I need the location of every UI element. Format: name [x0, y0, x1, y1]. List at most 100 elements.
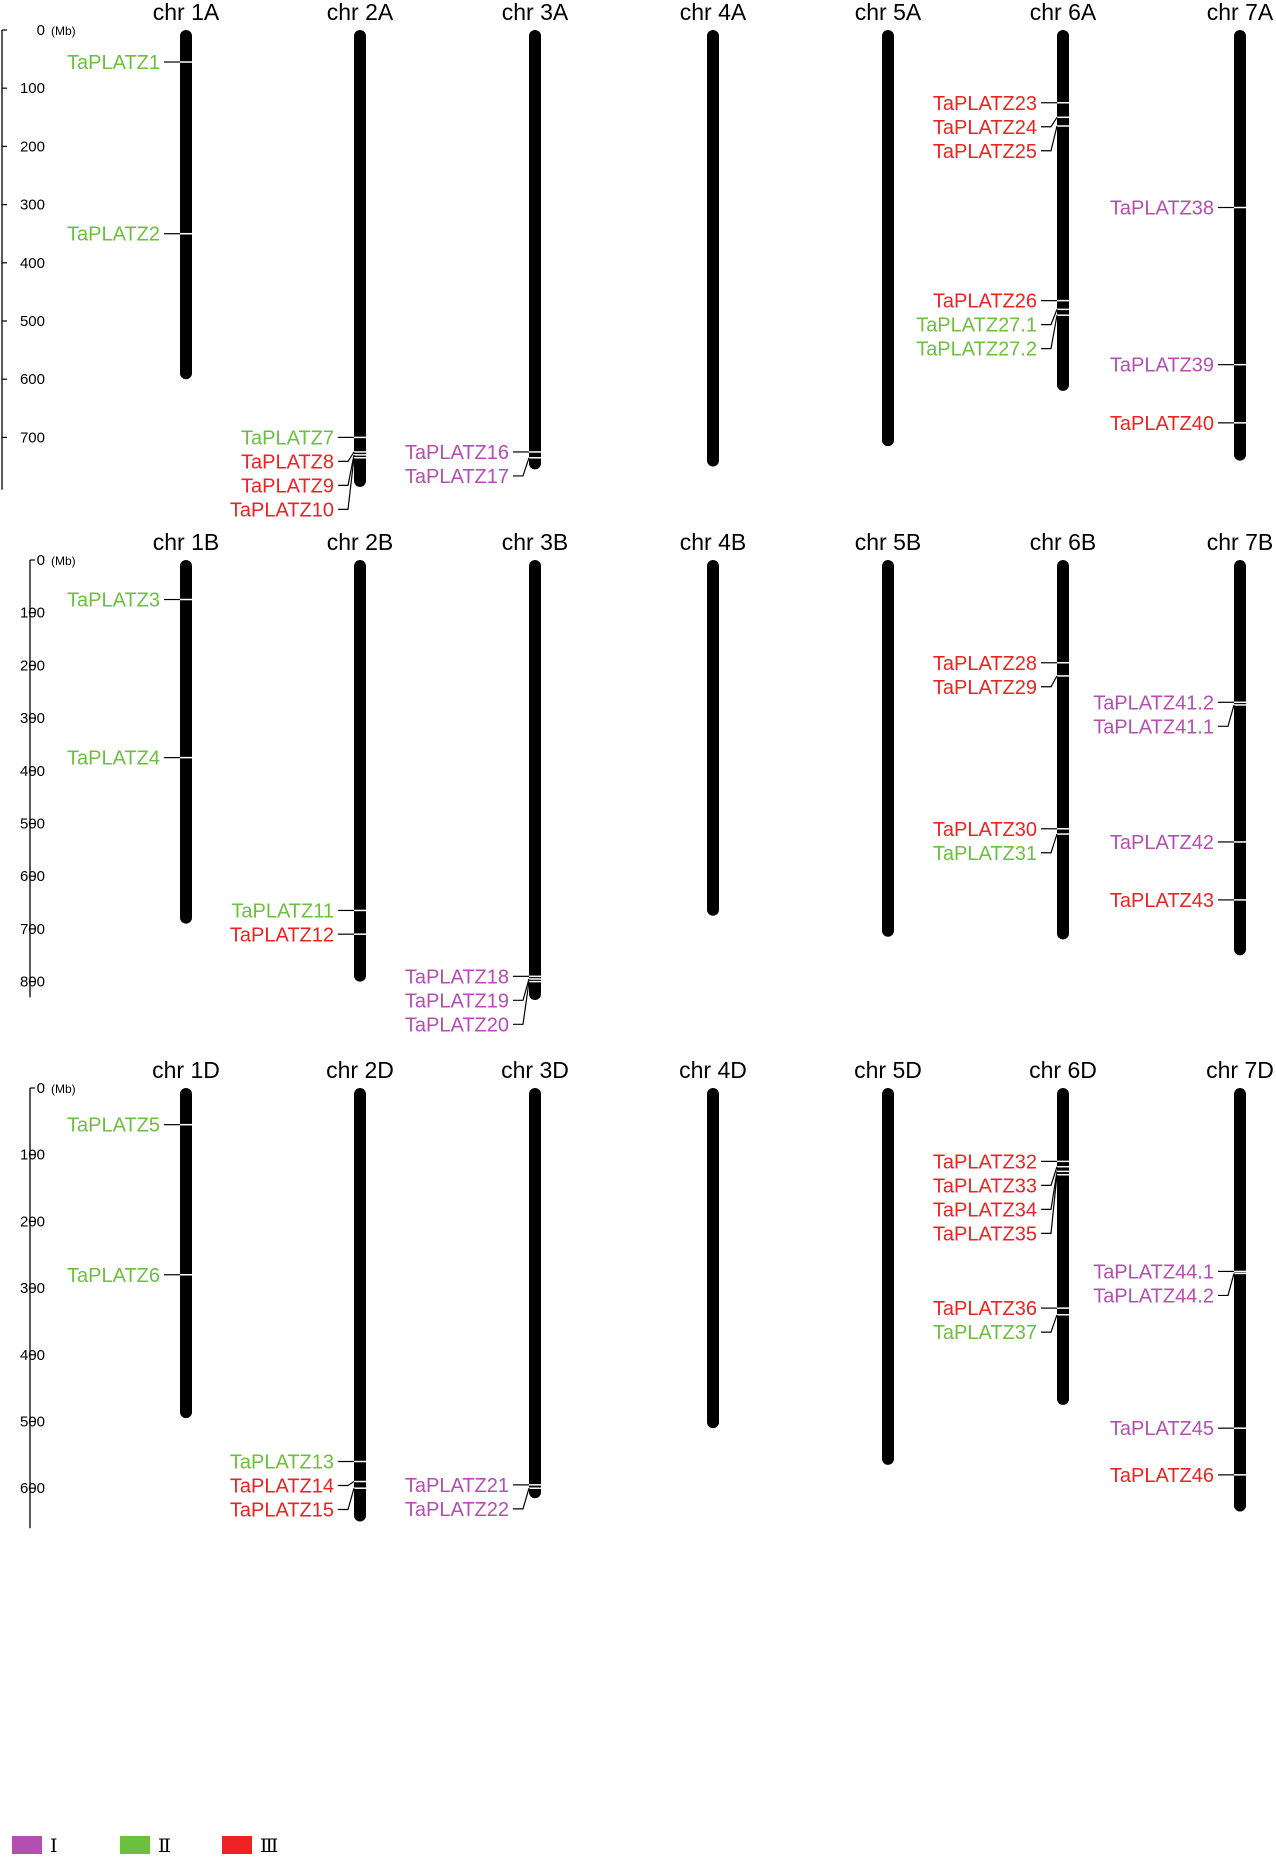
chromosome-bar	[1057, 30, 1069, 391]
gene-label: TaPLATZ44.1	[1093, 1261, 1214, 1283]
gene-label: TaPLATZ1	[67, 52, 160, 74]
gene-label: TaPLATZ37	[933, 1322, 1037, 1344]
chromosome-bar	[707, 560, 719, 916]
gene-connector	[1041, 125, 1058, 152]
chromosome-bar	[1057, 1088, 1069, 1405]
scale-tick-label: 0	[37, 552, 45, 569]
gene-label: TaPLATZ18	[405, 966, 509, 988]
chromosome-title: chr 5D	[854, 1057, 922, 1083]
chromosome-title: chr 2D	[326, 1057, 394, 1083]
chromosome-title: chr 7A	[1207, 0, 1274, 25]
gene-connector	[513, 457, 530, 477]
chromosome-bar	[1057, 560, 1069, 940]
gene-label: TaPLATZ5	[67, 1115, 160, 1137]
legend-swatch	[222, 1836, 252, 1854]
gene-label: TaPLATZ30	[933, 819, 1037, 841]
scale-tick-label: 500	[20, 1414, 45, 1431]
gene-label: TaPLATZ14	[230, 1476, 334, 1498]
chromosome-title: chr 2B	[327, 529, 393, 555]
gene-connector	[338, 454, 355, 486]
gene-connector	[513, 978, 530, 1001]
chromosome-title: chr 6D	[1029, 1057, 1097, 1083]
gene-connector	[513, 1488, 530, 1510]
chromosome-title: chr 7D	[1206, 1057, 1274, 1083]
chromosome-title: chr 4D	[679, 1057, 747, 1083]
gene-label: TaPLATZ32	[933, 1151, 1037, 1173]
chromosome-title: chr 7B	[1207, 529, 1273, 555]
gene-label: TaPLATZ31	[933, 843, 1037, 865]
gene-label: TaPLATZ12	[230, 924, 334, 946]
gene-label: TaPLATZ33	[933, 1175, 1037, 1197]
gene-connector	[1041, 1166, 1058, 1186]
gene-label: TaPLATZ7	[241, 427, 334, 449]
gene-connector	[338, 1481, 355, 1487]
gene-connector	[513, 981, 530, 1025]
gene-label: TaPLATZ25	[933, 141, 1037, 163]
gene-label: TaPLATZ41.1	[1093, 716, 1214, 738]
gene-label: TaPLATZ3	[67, 590, 160, 612]
gene-label: TaPLATZ44.2	[1093, 1285, 1214, 1307]
gene-label: TaPLATZ11	[231, 900, 334, 922]
scale-tick-label: 300	[20, 197, 45, 214]
gene-label: TaPLATZ34	[933, 1199, 1037, 1221]
chromosome-bar	[529, 560, 541, 1001]
gene-label: TaPLATZ6	[67, 1265, 160, 1287]
scale-tick-label: 600	[20, 1480, 45, 1497]
legend-label: Ⅰ	[50, 1835, 58, 1857]
gene-label: TaPLATZ2	[67, 224, 160, 246]
gene-label: TaPLATZ8	[241, 451, 334, 473]
scale-tick-label: 200	[20, 1213, 45, 1230]
scale-tick-label: 0	[37, 1080, 45, 1097]
gene-label: TaPLATZ20	[405, 1014, 509, 1036]
scale-unit-label: (Mb)	[51, 554, 76, 568]
gene-label: TaPLATZ9	[241, 475, 334, 497]
gene-label: TaPLATZ43	[1110, 890, 1214, 912]
chromosome-title: chr 3D	[501, 1057, 569, 1083]
scale-tick-label: 100	[20, 1147, 45, 1164]
chromosome-bar	[180, 1088, 192, 1419]
gene-connector	[338, 1488, 355, 1511]
gene-label: TaPLATZ4	[67, 748, 160, 770]
gene-label: TaPLATZ15	[230, 1500, 334, 1522]
gene-label: TaPLATZ26	[933, 291, 1037, 313]
chromosome-bar	[180, 560, 192, 924]
gene-label: TaPLATZ17	[405, 466, 509, 488]
chromosome-title: chr 6B	[1030, 529, 1096, 555]
chromosome-title: chr 1D	[152, 1057, 220, 1083]
gene-label: TaPLATZ16	[405, 442, 509, 464]
chromosome-title: chr 4A	[680, 0, 747, 25]
chromosome-bar	[529, 1088, 541, 1499]
scale-tick-label: 700	[20, 921, 45, 938]
gene-connector	[338, 451, 355, 462]
gene-label: TaPLATZ40	[1110, 413, 1214, 435]
chromosome-title: chr 3B	[502, 529, 568, 555]
gene-label: TaPLATZ29	[933, 677, 1037, 699]
chromosome-bar	[354, 30, 366, 487]
chromosome-title: chr 1A	[153, 0, 220, 25]
gene-label: TaPLATZ10	[230, 499, 334, 521]
gene-connector	[1041, 309, 1058, 326]
chromosome-title: chr 2A	[327, 0, 394, 25]
gene-label: TaPLATZ13	[230, 1452, 334, 1474]
chromosome-bar	[882, 1088, 894, 1465]
legend-label: Ⅱ	[158, 1835, 171, 1857]
gene-label: TaPLATZ35	[933, 1223, 1037, 1245]
chromosome-bar	[1234, 560, 1246, 956]
gene-connector	[1041, 675, 1058, 688]
scale-tick-label: 400	[20, 763, 45, 780]
gene-label: TaPLATZ45	[1110, 1418, 1214, 1440]
chromosome-bar	[354, 1088, 366, 1522]
legend-swatch	[12, 1836, 42, 1854]
scale-tick-label: 100	[20, 80, 45, 97]
gene-label: TaPLATZ23	[933, 93, 1037, 115]
chromosome-bar	[882, 560, 894, 937]
chromosome-title: chr 3A	[502, 0, 569, 25]
scale-tick-label: 500	[20, 816, 45, 833]
gene-connector	[1041, 116, 1058, 128]
scale-tick-label: 800	[20, 974, 45, 991]
scale-tick-label: 500	[20, 313, 45, 330]
chromosome-title: chr 6A	[1030, 0, 1097, 25]
chromosome-bar	[354, 560, 366, 982]
scale-tick-label: 600	[20, 868, 45, 885]
